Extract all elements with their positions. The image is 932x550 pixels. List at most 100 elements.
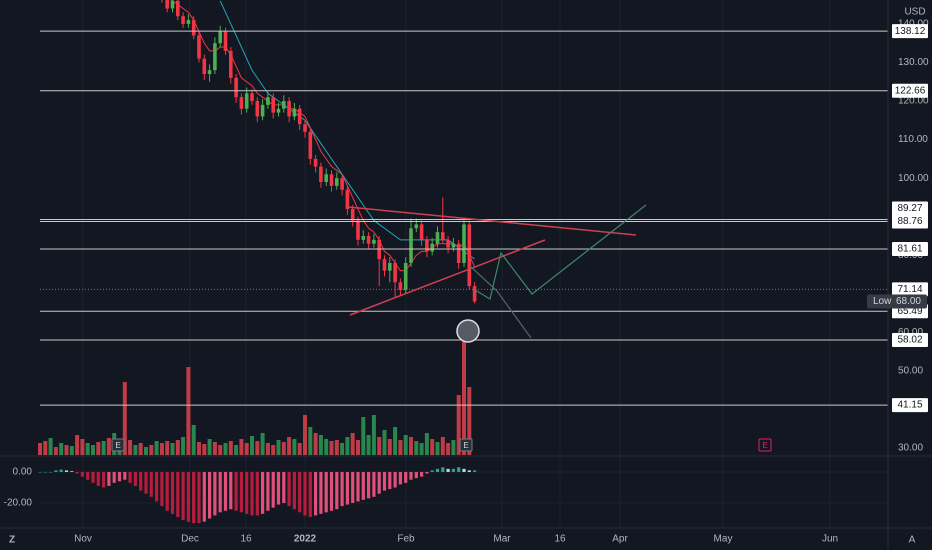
candle-body [435, 232, 440, 244]
volume-bar [212, 442, 217, 455]
osc-bar [319, 471, 323, 514]
osc-bar [420, 471, 424, 477]
osc-bar [372, 471, 376, 497]
candle-body [292, 108, 297, 117]
volume-bar [186, 367, 191, 455]
y-tick-label: 140.00 [898, 19, 929, 30]
volume-bar [48, 438, 53, 455]
volume-bar [165, 441, 170, 455]
volume-bar [265, 443, 270, 455]
volume-bar [128, 440, 133, 455]
osc-bar [49, 471, 53, 473]
candle-body [319, 166, 323, 182]
osc-bar [181, 471, 185, 521]
candle-body [186, 20, 191, 24]
candle-body [414, 224, 419, 229]
projection [474, 204, 647, 300]
volume-bar [387, 439, 392, 455]
candle-body [451, 243, 456, 248]
candle-body [340, 178, 344, 190]
volume-bar [64, 445, 69, 455]
osc-bar [186, 471, 190, 522]
volume-bar [371, 415, 376, 455]
candle-body [446, 239, 450, 248]
candles [161, 0, 477, 304]
y-tick-label: 130.00 [898, 57, 929, 68]
candle-body [419, 224, 424, 240]
volume-bar [308, 427, 313, 455]
candle-body [191, 20, 196, 36]
level-label: 81.61 [897, 244, 922, 255]
osc-bar [377, 471, 381, 494]
candle-body [202, 58, 207, 75]
volume-bar [175, 440, 180, 455]
osc-bar [287, 471, 291, 507]
candle-body [282, 101, 286, 109]
osc-bar [70, 471, 74, 472]
volume-bar [138, 443, 143, 455]
volume-bar [218, 445, 223, 455]
candle-body [239, 97, 244, 109]
osc-bar [128, 471, 132, 483]
level-label: 71.14 [897, 284, 922, 295]
volume-bar [419, 443, 424, 455]
volume-bar [159, 443, 164, 455]
osc-bar [123, 471, 127, 480]
level-label: 41.15 [897, 400, 922, 411]
earnings-label: E [463, 441, 468, 450]
x-tick-label: 16 [554, 534, 566, 545]
candle-body [472, 286, 477, 302]
auto-scale[interactable]: A [909, 535, 916, 546]
candle-body [213, 43, 217, 71]
volume-bar [345, 437, 350, 455]
y-tick-label: 110.00 [898, 134, 928, 145]
y-tick-label: 120.00 [898, 96, 929, 107]
volume-bar [462, 341, 466, 455]
osc-bar [86, 471, 90, 480]
osc-bar [473, 470, 477, 472]
level-tag [892, 83, 928, 98]
candle-body [229, 50, 233, 78]
osc-bar [335, 471, 339, 510]
x-tick-label: 2022 [294, 534, 317, 545]
volume-bar [451, 440, 456, 455]
candle-body [170, 0, 175, 9]
volume-bar [276, 440, 281, 455]
osc-bar [202, 471, 206, 522]
osc-bar [197, 471, 201, 524]
osc-bar [367, 471, 371, 499]
volume-bar [303, 415, 307, 455]
volume-bar [329, 441, 334, 455]
osc-bar [54, 470, 58, 472]
candle-body [223, 31, 228, 51]
volume-bar [149, 445, 154, 455]
volume-bar [366, 435, 371, 455]
osc-bar [112, 471, 116, 483]
volume-bar [59, 443, 64, 455]
osc-bar [229, 471, 233, 510]
level-label: 88.76 [897, 216, 922, 227]
osc-bar [250, 471, 254, 516]
candle-body [324, 174, 328, 182]
y-tick-label: 100.00 [898, 173, 929, 184]
zoom-icon[interactable]: Z [9, 535, 15, 546]
candle-body [255, 101, 260, 117]
x-tick-label: Dec [181, 534, 199, 545]
volume-bar [424, 433, 429, 455]
volume-bar [435, 442, 440, 455]
osc-bar [404, 471, 408, 483]
volume-bar [43, 441, 48, 455]
osc-bar [64, 470, 69, 472]
volume-bar [430, 439, 435, 455]
volume-bar [382, 430, 387, 455]
candle-body [425, 239, 429, 252]
x-tick-label: Mar [493, 534, 511, 545]
osc-bar [467, 470, 471, 472]
projection [469, 265, 532, 339]
volume-bar [356, 440, 360, 455]
osc-tick-label: 0.00 [13, 467, 33, 478]
earnings-badge [111, 438, 125, 452]
low-label: Low [873, 296, 892, 307]
volume-bar [91, 445, 95, 455]
volume-bar [377, 437, 382, 455]
